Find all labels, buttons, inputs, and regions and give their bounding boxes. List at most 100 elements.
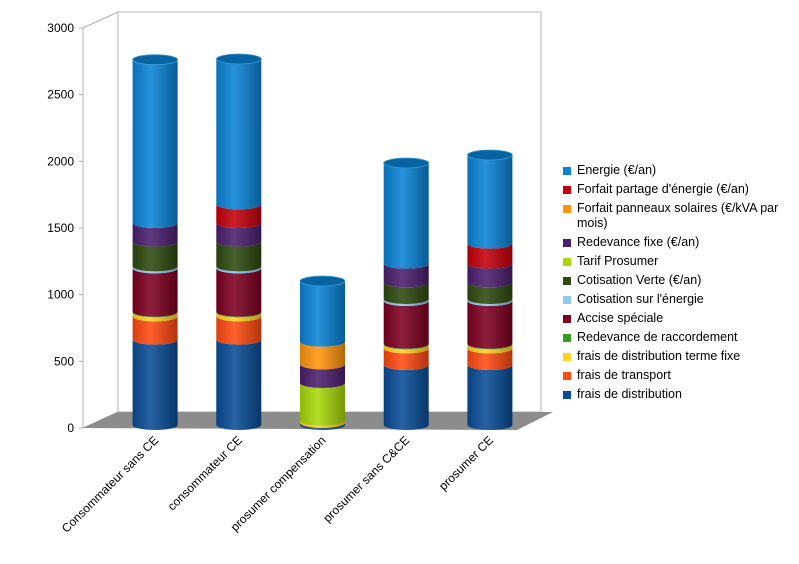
- category-labels: Consommateur sans CE consommateur CEprosu…: [59, 433, 496, 535]
- category-label: prosumer compensation: [228, 433, 329, 534]
- bar-segment: [383, 365, 429, 430]
- bars: [132, 53, 513, 431]
- bar-cap: [466, 149, 513, 161]
- legend-item: Forfait panneaux solaires (€/kVA par moi…: [563, 201, 795, 231]
- legend: Energie (€/an) Forfait partage d'énergie …: [563, 163, 795, 406]
- bar-segment: [467, 282, 513, 305]
- bar-segment: [300, 423, 345, 430]
- bar-segment: [132, 312, 178, 322]
- legend-swatch: [563, 167, 571, 175]
- legend-label: Redevance de raccordement: [577, 330, 738, 344]
- legend-swatch: [563, 205, 571, 213]
- bar-segment: [216, 266, 262, 274]
- bar-segment: [467, 344, 513, 354]
- legend-label: Cotisation sur l'énergie: [577, 292, 704, 306]
- legend-swatch: [563, 258, 571, 266]
- bar-segment: [216, 339, 262, 430]
- legend-item: Redevance fixe (€/an): [563, 235, 795, 250]
- legend-item: Accise spéciale: [563, 311, 795, 326]
- y-tick-label: 500: [54, 354, 74, 368]
- legend-label: frais de distribution: [577, 387, 682, 401]
- y-tick-label: 1000: [47, 288, 74, 302]
- bar-segment: [216, 59, 262, 210]
- y-tick-label: 2000: [47, 154, 74, 168]
- legend-label: Forfait panneaux solaires (€/kVA par moi…: [577, 201, 779, 230]
- legend-item: frais de transport: [563, 368, 795, 383]
- legend-swatch: [563, 353, 571, 361]
- bar-segment: [467, 263, 513, 288]
- legend-swatch: [563, 186, 571, 194]
- bar-segment: [132, 266, 178, 274]
- bar-segment: [300, 420, 345, 428]
- bar-cap: [383, 157, 430, 169]
- bar-segment: [132, 316, 178, 345]
- category-label: prosumer CE: [436, 433, 496, 493]
- category-label: prosumer sans C&CE: [320, 433, 412, 525]
- side-wall: [82, 11, 119, 429]
- category-label: consommateur CE: [165, 433, 245, 513]
- bar-segment: [467, 348, 513, 370]
- legend-item: Forfait partage d'énergie (€/an): [563, 182, 795, 197]
- bar-segment: [467, 243, 513, 269]
- y-tick-label: 3000: [47, 21, 74, 35]
- bar-segment: [467, 155, 513, 249]
- bar-segment: [216, 241, 262, 272]
- bar-segment: [216, 223, 262, 247]
- legend-swatch: [563, 277, 571, 285]
- bar-segment: [300, 383, 345, 426]
- bar-segment: [467, 301, 513, 349]
- bar-stack: [132, 54, 179, 430]
- bar-cap: [215, 53, 262, 65]
- bar-segment: [216, 204, 262, 228]
- y-tick-label: 2500: [47, 88, 74, 102]
- y-tick-label: 1500: [47, 221, 74, 235]
- bar-segment: [300, 341, 345, 370]
- category-label: Consommateur sans CE: [59, 433, 161, 535]
- legend-item: frais de distribution terme fixe: [563, 349, 795, 364]
- bar-segment: [467, 365, 513, 431]
- bar-segment: [300, 364, 345, 388]
- bar-segment: [132, 241, 178, 272]
- bar-cap: [299, 275, 346, 287]
- bar-segment: [132, 339, 178, 430]
- legend-swatch: [563, 391, 571, 399]
- bar-segment: [132, 268, 178, 317]
- bar-segment: [383, 282, 429, 304]
- legend-item: frais de distribution: [563, 387, 795, 402]
- bar-segment: [216, 268, 262, 317]
- legend-item: Cotisation sur l'énergie: [563, 292, 795, 307]
- bar-stack: [299, 275, 346, 430]
- legend-swatch: [563, 239, 571, 247]
- bar-segment: [132, 59, 178, 229]
- legend-label: frais de distribution terme fixe: [577, 349, 741, 363]
- bar-segment: [383, 348, 429, 370]
- bar-stack: [215, 53, 262, 430]
- bar-segment: [383, 263, 429, 288]
- bar-segment: [467, 299, 513, 306]
- legend-label: Redevance fixe (€/an): [577, 235, 700, 249]
- legend-label: Cotisation Verte (€/an): [577, 273, 702, 287]
- legend-item: Energie (€/an): [563, 163, 795, 178]
- bar-segment: [216, 312, 262, 322]
- legend-label: Tarif Prosumer: [577, 254, 659, 268]
- legend-item: Cotisation Verte (€/an): [563, 273, 795, 288]
- bar-segment: [383, 163, 429, 269]
- bar-cap: [132, 54, 179, 66]
- bar-segment: [383, 299, 429, 306]
- bar-segment: [383, 344, 429, 354]
- bar-segment: [216, 316, 262, 345]
- legend-label: Energie (€/an): [577, 163, 657, 177]
- bar-segment: [300, 281, 345, 347]
- bar-stack: [383, 157, 430, 430]
- legend-swatch: [563, 296, 571, 304]
- legend-swatch: [563, 334, 571, 342]
- legend-item: Tarif Prosumer: [563, 254, 795, 269]
- y-tick-labels: 0 500 1000 1500 2000 2500 3000: [47, 21, 83, 435]
- legend-label: Accise spéciale: [577, 311, 664, 325]
- y-tick-label: 0: [67, 421, 74, 435]
- bar-segment: [132, 223, 178, 247]
- legend-label: frais de transport: [577, 368, 671, 382]
- legend-label: Forfait partage d'énergie (€/an): [577, 182, 749, 196]
- legend-item: Redevance de raccordement: [563, 330, 795, 345]
